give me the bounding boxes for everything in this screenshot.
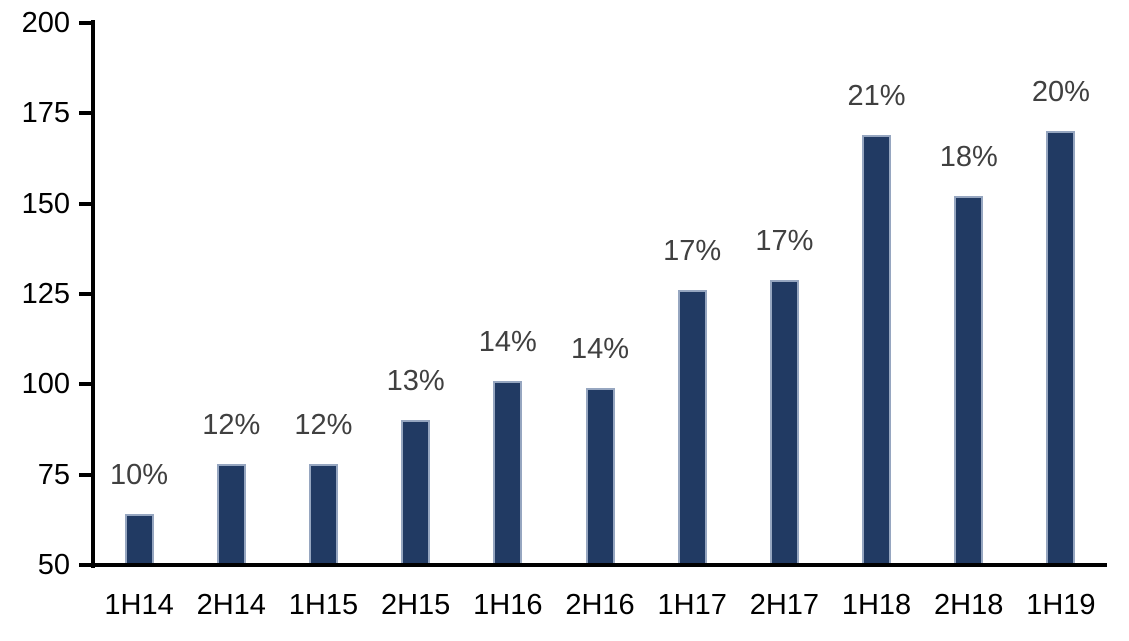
bar-value-label: 12% [294,408,353,441]
y-axis-tick-label: 200 [21,7,70,39]
bar [677,290,707,565]
y-axis-tick-label: 150 [21,187,70,220]
bar [585,387,615,565]
x-axis-category-label: 1H19 [1026,589,1096,621]
y-axis-tick [79,111,93,116]
x-axis-category-label: 2H15 [380,589,451,621]
bar [401,420,431,565]
x-axis-category-label: 2H16 [565,589,635,621]
x-axis-category-label: 1H15 [288,589,359,621]
x-axis-category-label: 2H14 [196,589,266,621]
bar [493,380,523,565]
bar-value-label: 20% [1031,76,1090,109]
bar-value-label: 18% [939,141,998,174]
bar [216,463,246,565]
bar [769,279,799,565]
y-axis-tick-label: 50 [37,549,70,581]
y-axis-tick-label: 125 [21,278,70,310]
y-axis-tick [79,201,93,206]
bar-value-label: 14% [570,332,630,365]
bar [124,514,154,565]
y-axis-tick [79,382,93,387]
y-axis-tick [79,472,93,477]
x-axis-line [79,563,1107,567]
bar [1046,131,1076,565]
bar-value-label: 21% [847,80,906,112]
x-axis-category-label: 1H14 [104,589,174,621]
y-axis-tick [79,292,93,296]
x-axis-category-label: 2H18 [934,589,1004,621]
y-axis-line [91,20,95,568]
x-axis-category-label: 2H17 [749,589,820,621]
bar-value-label: 14% [478,325,537,358]
y-axis-tick-label: 75 [37,458,70,491]
bar [308,463,338,565]
y-axis-tick-label: 175 [21,97,70,130]
y-axis-tick-label: 100 [21,368,70,401]
bar-value-label: 10% [110,459,169,492]
y-axis-tick [79,21,93,25]
x-axis-category-label: 1H17 [657,589,727,621]
bar-value-label: 13% [386,365,445,398]
bar-value-label: 17% [755,224,814,257]
bar [954,196,984,565]
bar-value-label: 12% [202,408,261,441]
bar-value-label: 17% [663,235,722,268]
x-axis-category-label: 1H16 [473,589,543,621]
bar [862,135,892,565]
x-axis-category-label: 1H18 [841,589,912,621]
